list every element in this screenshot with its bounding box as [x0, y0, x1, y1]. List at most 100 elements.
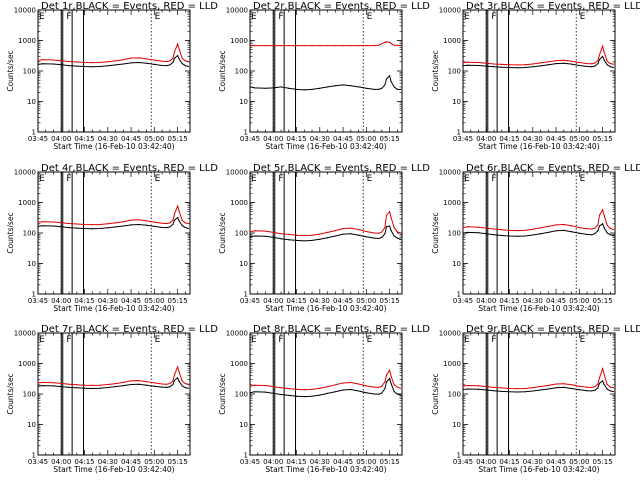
panel-1-events-point	[42, 63, 44, 65]
panel-4-lld-point	[68, 222, 70, 225]
panel-2-lld-point	[365, 45, 367, 47]
panel-3-lld-point	[603, 51, 605, 53]
panel-3-ytick-label: 10000	[439, 7, 461, 15]
panel-8-lld-point	[342, 382, 344, 384]
panel-7-lld-point	[153, 382, 155, 384]
panel-2-ytick-label: 10000	[226, 7, 248, 15]
panel-6-events-point	[485, 233, 487, 235]
panel-2: Det 2r,BLACK = Events, RED = LLD 1 10 100 10…	[218, 1, 430, 151]
panel-7-lld-point	[184, 382, 186, 385]
panel-3-events-point	[477, 64, 480, 67]
panel-7-events-point	[173, 379, 176, 381]
panel-3-xtick-label: 05:00	[569, 135, 589, 143]
panel-7-lld-point	[122, 381, 124, 384]
panel-2-ylabel: Counts/sec	[218, 50, 227, 91]
panel-4-lld-point	[114, 222, 117, 224]
panel-1-events-point	[122, 63, 124, 65]
panel-2-lld-point	[381, 43, 383, 45]
panel-8-lld-point	[393, 384, 395, 386]
panel-7-xtick-label: 04:00	[51, 458, 71, 466]
panel-8-events-point	[373, 393, 375, 395]
panel-8-xlabel: Start Time (16-Feb-10 03:42:40)	[265, 465, 386, 474]
panel-7-events-point	[114, 385, 117, 388]
panel-6-marker-label: E	[464, 174, 470, 184]
panel-2-lld-point	[249, 45, 251, 47]
panel-4-ylabel: Counts/sec	[6, 212, 15, 253]
panel-3-lld-point	[539, 62, 542, 64]
panel-1-events-point	[172, 61, 174, 64]
panel-6-events-point	[555, 230, 557, 232]
panel-9-ytick-label: 10	[452, 421, 461, 429]
panel-3-lld-point	[493, 63, 495, 65]
panel-1-lld-point	[145, 58, 148, 60]
panel-7-lld-point	[145, 381, 148, 383]
panel-5-lld-point	[249, 231, 251, 233]
panel-6-ytick-label: 1	[457, 291, 461, 299]
panel-3-xtick-label: 05:15	[592, 135, 612, 143]
panel-8-title: Det 8r,BLACK = Events, RED = LLD	[253, 324, 430, 335]
panel-2-lld-point	[288, 45, 290, 47]
panel-9-marker-label: F	[491, 335, 496, 345]
panel-5-events-point	[342, 233, 344, 235]
panel-6-events-point	[601, 223, 604, 225]
panel-8-lld-point	[390, 375, 392, 377]
panel-8-lld-point	[381, 385, 383, 387]
panel-3-lld-point	[578, 61, 580, 64]
panel-1-events-point	[166, 65, 168, 67]
panel-2-lld-point	[393, 44, 395, 46]
panel-9-xtick-label: 04:15	[499, 458, 519, 466]
panel-5-lld-point	[378, 232, 380, 234]
panel-5-lld-point	[303, 234, 305, 237]
panel-7-xtick-label: 05:00	[144, 458, 164, 466]
panel-3-events-point	[563, 62, 565, 64]
panel-5-ytick-label: 10000	[226, 169, 248, 177]
panel-3-lld-point	[501, 63, 503, 65]
panel-7-xtick-label: 03:45	[28, 458, 48, 466]
panel-7-events-point	[91, 387, 93, 390]
panel-1-events-point	[161, 64, 163, 67]
panel-5-events-point	[393, 235, 395, 237]
panel-6-events-point	[603, 227, 605, 229]
panel-7-lld-point	[60, 382, 62, 385]
panel-4-events-point	[60, 226, 62, 228]
panel-9-events-point	[508, 391, 511, 393]
panel-1-lld-point	[52, 59, 55, 61]
panel-7-events-point	[68, 386, 70, 388]
panel-1: Det 1r,BLACK = Events, RED = LLD 1 10 100 10…	[6, 1, 218, 151]
panel-1-lld-point	[169, 60, 171, 62]
panel-3-events-point	[493, 66, 495, 68]
panel-3-events-point	[555, 62, 557, 65]
panel-9-xtick-label: 05:15	[592, 458, 612, 466]
panel-7-lld-point	[76, 384, 78, 386]
panel-6-events-point	[532, 234, 534, 236]
panel-1-lld-point	[114, 60, 117, 62]
panel-8-lld-point	[357, 383, 360, 385]
panel-5-events-point	[350, 233, 352, 235]
panel-6-events-point	[586, 233, 588, 235]
panel-4-lld-point	[37, 221, 39, 223]
panel-8-events-point	[381, 392, 383, 394]
panel-4-xtick-label: 04:30	[98, 297, 118, 305]
panel-6-events-point	[462, 232, 464, 234]
panel-9-lld-point	[555, 383, 557, 385]
panel-1-lld-point	[172, 57, 174, 59]
panel-9-lld-point	[524, 387, 526, 390]
panel-3-lld-point	[508, 64, 511, 66]
panel-4-events-point	[91, 228, 93, 230]
panel-1-events-point	[176, 54, 179, 57]
panel-7-events-point	[145, 384, 148, 386]
panel-2-events-point	[388, 75, 391, 77]
panel-5-lld-point	[399, 232, 402, 234]
panel-5-ytick-label: 1	[244, 291, 248, 299]
panel-6-events-point	[493, 234, 495, 236]
panel-2-events-point	[365, 87, 367, 89]
panel-6-lld-point	[532, 228, 534, 230]
panel-4-events-point	[145, 224, 148, 226]
panel-1-marker-label: E	[155, 12, 161, 22]
panel-8-events-point	[254, 391, 256, 393]
panel-6-events-point	[524, 235, 526, 237]
panel-8-ytick-label: 1000	[230, 360, 248, 368]
panel-2-events-point	[311, 88, 313, 90]
panel-5-events-point	[249, 236, 251, 238]
panel-4-lld-point	[184, 222, 186, 224]
